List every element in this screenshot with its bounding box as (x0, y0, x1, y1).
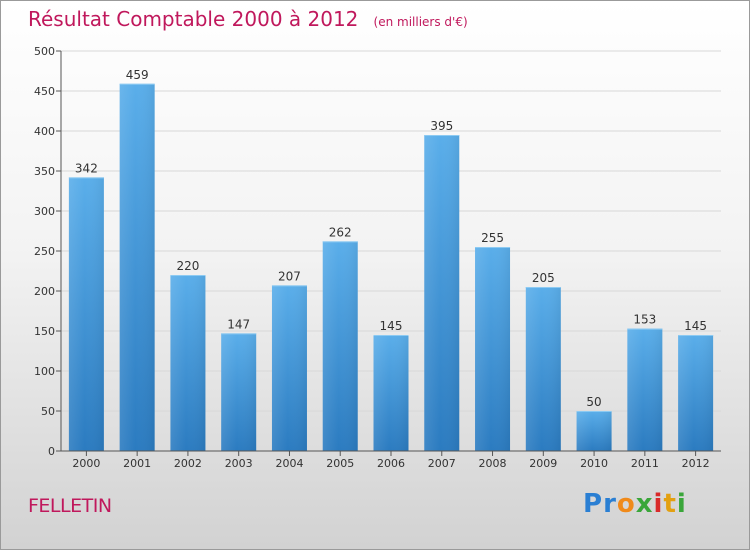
x-tick-label-2002: 2002 (174, 457, 202, 470)
data-label-2012: 145 (684, 319, 707, 333)
x-tick-label-2010: 2010 (580, 457, 608, 470)
bar-shine-2002 (170, 275, 206, 451)
bars: 342 459 220 147 207 262 145 395 255 205 50 153 145 (68, 68, 714, 452)
y-tick-label: 350 (34, 165, 55, 178)
bar-shine-2006 (373, 335, 409, 451)
logo-letter: r (603, 489, 617, 519)
x-tick-label-2000: 2000 (72, 457, 100, 470)
data-label-2003: 147 (227, 317, 250, 331)
x-tick-label-2004: 2004 (275, 457, 303, 470)
chart-unit: (en milliers d'€) (373, 15, 468, 29)
x-tick-label-2003: 2003 (225, 457, 253, 470)
x-tick-label-2007: 2007 (428, 457, 456, 470)
bar-shine-2010 (576, 411, 612, 451)
y-tick-label: 200 (34, 285, 55, 298)
y-tick-label: 500 (34, 45, 55, 58)
data-label-2002: 220 (176, 259, 199, 273)
proxiti-logo: Proxiti (583, 489, 687, 519)
data-label-2009: 205 (532, 271, 555, 285)
logo-letter: x (635, 489, 654, 519)
bar-shine-2011 (627, 328, 663, 451)
y-tick-label: 50 (41, 405, 55, 418)
data-label-2004: 207 (278, 269, 301, 283)
x-tick-label-2008: 2008 (479, 457, 507, 470)
bar-shine-2001 (119, 83, 155, 452)
y-tick-label: 450 (34, 85, 55, 98)
chart-title-block: Résultat Comptable 2000 à 2012 (en milli… (28, 7, 468, 31)
logo-letter: P (583, 489, 604, 519)
logo-letter: i (676, 489, 687, 519)
logo-letter: i (653, 489, 664, 519)
bar-shine-2003 (221, 333, 257, 451)
x-tick-label-2009: 2009 (529, 457, 557, 470)
bar-shine-2005 (322, 241, 358, 451)
chart-title: Résultat Comptable 2000 à 2012 (28, 7, 359, 31)
x-tick-label-2006: 2006 (377, 457, 405, 470)
bar-shine-2004 (271, 285, 307, 451)
data-label-2010: 50 (586, 395, 601, 409)
data-label-2011: 153 (633, 313, 656, 327)
y-tick-label: 0 (48, 445, 55, 458)
bar-shine-2000 (68, 177, 104, 451)
data-label-2008: 255 (481, 231, 504, 245)
x-tick-label-2012: 2012 (682, 457, 710, 470)
bar-shine-2009 (525, 287, 561, 451)
y-tick-label: 250 (34, 245, 55, 258)
y-tick-label: 300 (34, 205, 55, 218)
bar-shine-2007 (424, 135, 460, 451)
bar-shine-2012 (678, 335, 714, 451)
bar-shine-2008 (475, 247, 511, 451)
data-label-2005: 262 (329, 225, 352, 239)
x-tick-label-2001: 2001 (123, 457, 151, 470)
y-tick-label: 100 (34, 365, 55, 378)
y-tick-label: 400 (34, 125, 55, 138)
x-tick-label-2005: 2005 (326, 457, 354, 470)
data-label-2000: 342 (75, 161, 98, 175)
data-label-2006: 145 (380, 319, 403, 333)
logo-letter: o (616, 489, 636, 519)
commune-name: FELLETIN (28, 495, 112, 517)
data-label-2001: 459 (126, 68, 149, 82)
logo-letter: t (663, 489, 677, 519)
data-label-2007: 395 (430, 119, 453, 133)
y-tick-label: 150 (34, 325, 55, 338)
x-tick-label-2011: 2011 (631, 457, 659, 470)
